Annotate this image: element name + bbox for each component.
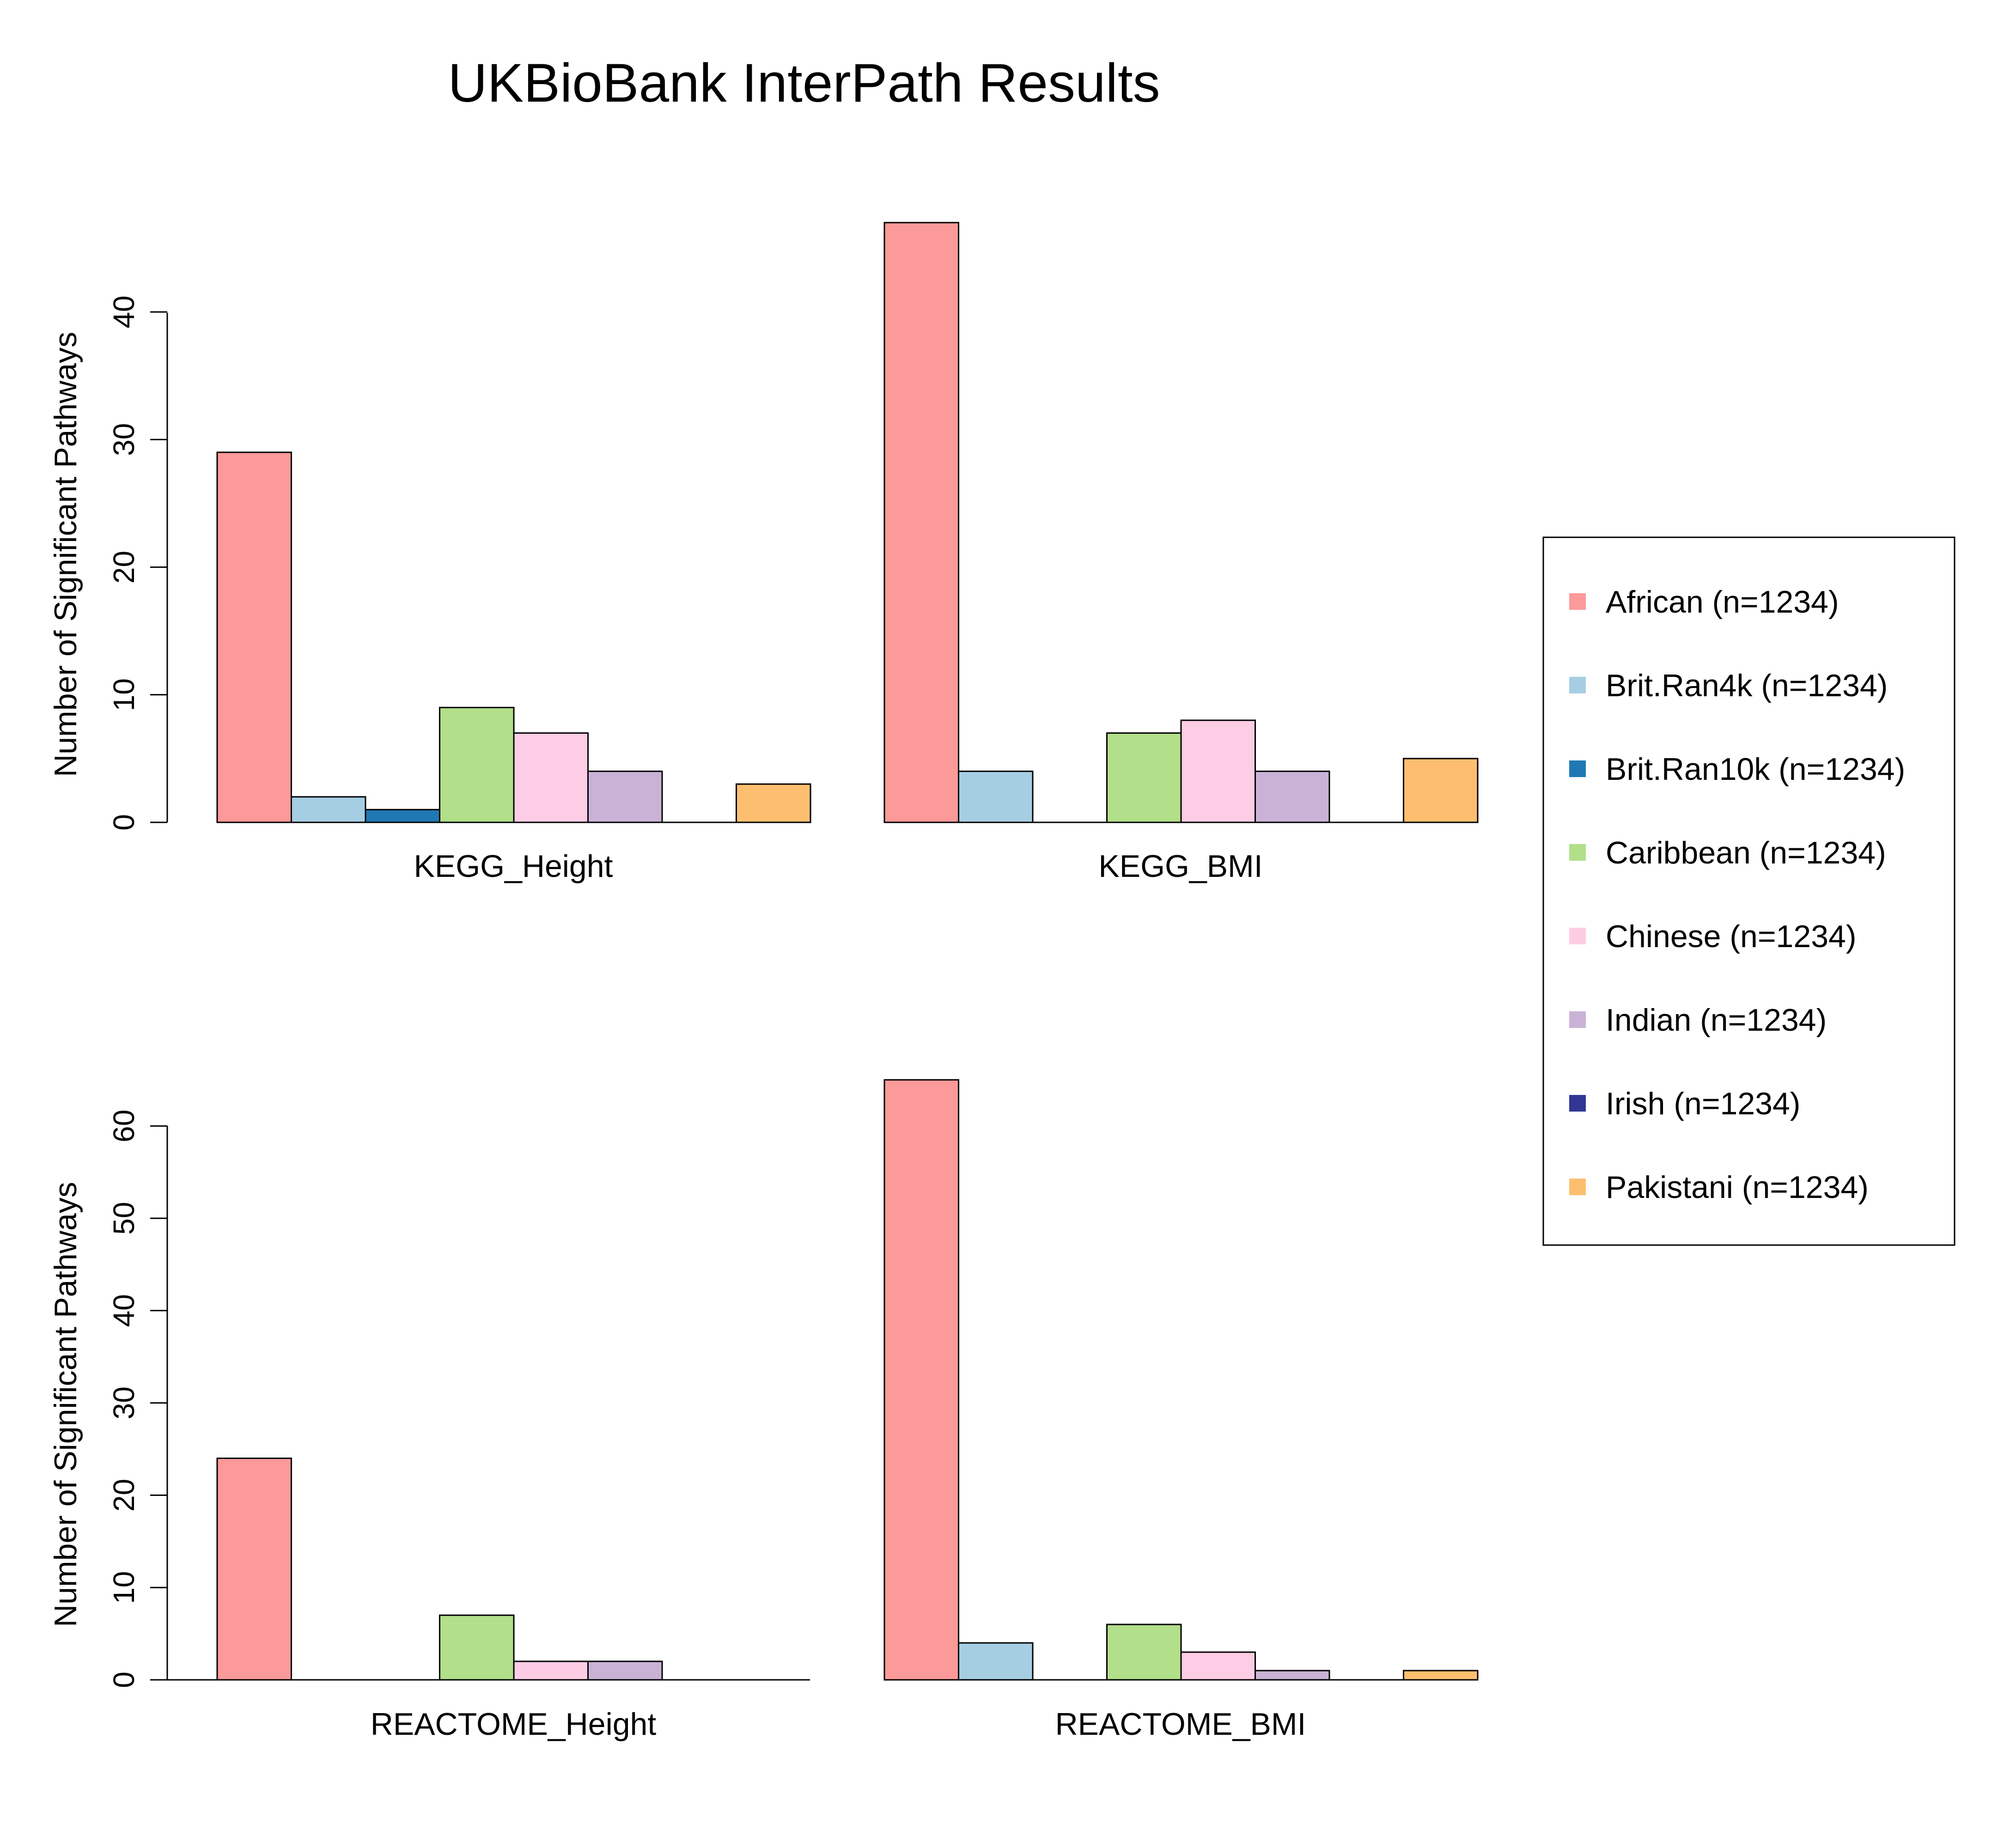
legend-label: Irish (n=1234) (1606, 1086, 1800, 1121)
legend-label: African (n=1234) (1606, 584, 1839, 620)
bar-indian (1255, 771, 1330, 823)
legend-swatch (1569, 1095, 1586, 1112)
panel-kegg-height: 0 10 20 30 40 KEGG_Height Number of Signific… (48, 296, 811, 884)
bar-african (216, 1457, 292, 1681)
bar-pakistani (1403, 758, 1479, 823)
legend-label: Brit.Ran4k (n=1234) (1606, 668, 1888, 703)
bar-chinese (513, 1660, 589, 1681)
legend-label: Indian (n=1234) (1606, 1003, 1827, 1038)
legend-swatch (1569, 1179, 1586, 1195)
y-tick-label: 20 (107, 551, 140, 584)
bar-african (883, 1079, 959, 1681)
bar-brit-ran10k (365, 808, 440, 823)
legend-label: Pakistani (n=1234) (1606, 1170, 1869, 1205)
bar-caribbean (1106, 732, 1182, 823)
y-tick-label: 50 (107, 1202, 140, 1234)
x-axis-label: KEGG_BMI (1098, 849, 1262, 884)
x-axis-label: REACTOME_BMI (1055, 1707, 1306, 1742)
legend-label: Caribbean (n=1234) (1606, 835, 1886, 870)
legend-swatch (1569, 593, 1586, 610)
panel-reactome-bmi: REACTOME_BMI (883, 1079, 1479, 1742)
panel-reactome-height-bars (216, 1457, 663, 1681)
y-tick-label: 0 (107, 1672, 140, 1688)
x-axis-label: KEGG_Height (414, 849, 613, 884)
bar-indian (1255, 1670, 1330, 1681)
bar-caribbean (439, 1614, 515, 1681)
bar-brit-ran4k (958, 771, 1034, 823)
y-tick-label: 30 (107, 1386, 140, 1419)
legend-box (1542, 536, 1955, 1246)
bar-caribbean (439, 706, 515, 823)
y-tick-label: 20 (107, 1479, 140, 1512)
bar-chinese (513, 732, 589, 823)
x-axis-label: REACTOME_Height (371, 1707, 657, 1742)
y-tick-label: 60 (107, 1110, 140, 1143)
bar-african (883, 222, 959, 823)
panel-kegg-bmi-bars (883, 222, 1479, 823)
legend-swatch (1569, 928, 1586, 944)
legend-swatch (1569, 1011, 1586, 1028)
bar-african (216, 451, 292, 823)
y-tick-label: 10 (107, 1571, 140, 1604)
bar-pakistani (736, 783, 811, 823)
y-tick-label: 10 (107, 678, 140, 711)
panel-kegg-height-bars (216, 451, 811, 823)
panel-reactome-bmi-bars (883, 1079, 1479, 1681)
bar-chinese (1180, 719, 1256, 823)
bar-pakistani (1403, 1670, 1479, 1681)
y-axis-ticks: 0 10 20 30 40 50 60 (107, 1110, 167, 1688)
legend-swatch (1569, 844, 1586, 861)
legend: African (n=1234) Brit.Ran4k (n=1234) Brit.… (1542, 536, 1955, 1246)
legend-swatch (1569, 760, 1586, 777)
y-tick-label: 30 (107, 423, 140, 456)
chart-title: UKBioBank InterPath Results (448, 53, 1160, 114)
bar-indian (587, 1660, 663, 1681)
bar-caribbean (1106, 1623, 1182, 1681)
legend-items: African (n=1234) Brit.Ran4k (n=1234) Brit.… (1569, 584, 1905, 1205)
y-axis-ticks: 0 10 20 30 40 (107, 296, 167, 831)
legend-label: Chinese (n=1234) (1606, 919, 1856, 954)
y-tick-label: 0 (107, 814, 140, 831)
y-axis-label: Number of Significant Pathways (48, 332, 83, 777)
y-tick-label: 40 (107, 1294, 140, 1327)
panel-kegg-bmi: KEGG_BMI (883, 222, 1479, 884)
panel-reactome-height: 0 10 20 30 40 50 60 REACTOME_Height Number of … (48, 1110, 810, 1742)
legend-swatch (1569, 677, 1586, 693)
y-axis-label: Number of Significant Pathways (48, 1182, 83, 1627)
legend-label: Brit.Ran10k (n=1234) (1606, 752, 1905, 787)
bar-indian (587, 771, 663, 823)
bar-brit-ran4k (958, 1642, 1034, 1681)
bar-chinese (1180, 1651, 1256, 1681)
bar-brit-ran4k (291, 796, 366, 823)
y-tick-label: 40 (107, 296, 140, 328)
